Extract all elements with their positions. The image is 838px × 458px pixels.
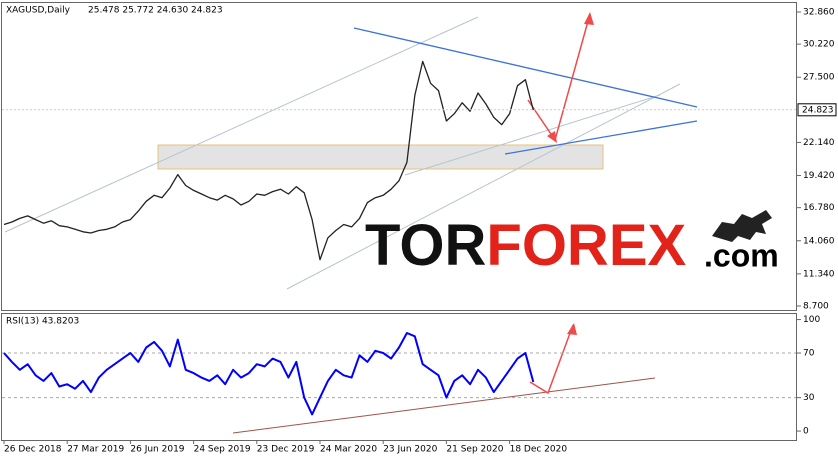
rsi-title: RSI(13) 43.8203 [6, 317, 79, 327]
x-tick-label: 21 Sep 2020 [446, 445, 503, 455]
price-frame [1, 2, 797, 311]
y-tick-label: 8.700 [803, 301, 829, 311]
rsi-frame [1, 313, 797, 441]
y-tick-label: 16.780 [803, 203, 835, 213]
x-tick-label: 26 Dec 2018 [4, 445, 62, 455]
channel-line [286, 83, 681, 290]
y-tick-label: 27.500 [803, 73, 835, 83]
last-price-tag [797, 103, 837, 117]
rsi-forecast-arrow [529, 324, 574, 395]
x-tick-label: 27 Mar 2019 [67, 445, 124, 455]
arrow-head [567, 323, 577, 335]
x-tick-label: 24 Mar 2020 [320, 445, 377, 455]
rsi-trend-line [232, 377, 656, 434]
last-price-label: 24.823 [802, 105, 834, 115]
y-tick-label: 19.420 [803, 171, 835, 181]
y-tick-label: 22.140 [803, 138, 835, 148]
symbol: XAGUSD,Daily [6, 6, 71, 16]
arrow-head [547, 131, 557, 143]
y-tick-label: 30.220 [803, 40, 835, 50]
y-tick-label: 0 [803, 427, 809, 437]
trend-line [353, 27, 698, 108]
y-tick-label: 100 [803, 315, 820, 325]
y-tick-label: 70 [803, 349, 815, 359]
x-tick-label: 26 Jun 2019 [130, 445, 184, 455]
y-tick-label: 32.860 [803, 8, 835, 18]
channel-line [4, 16, 479, 233]
series-line [3, 60, 534, 261]
x-tick-label: 24 Sep 2019 [194, 445, 251, 455]
trend-line [504, 120, 698, 155]
watermark-suffix: .com [704, 237, 779, 273]
arrow-head [584, 12, 594, 25]
drawings [4, 12, 698, 434]
y-tick-label: 11.340 [803, 269, 835, 279]
ohlc: 25.478 25.772 24.630 24.823 [88, 6, 223, 16]
watermark-part: TOR [365, 213, 486, 278]
x-tick-label: 23 Dec 2019 [257, 445, 315, 455]
channel-line [404, 94, 661, 176]
x-tick-label: 18 Dec 2020 [510, 445, 568, 455]
series-line [3, 332, 535, 416]
bull-icon [712, 210, 772, 242]
x-tick-label: 23 Jun 2020 [383, 445, 437, 455]
watermark: TORFOREX [365, 213, 687, 278]
watermark-part: FOREX [486, 213, 686, 278]
y-tick-label: 14.060 [803, 236, 835, 246]
support-zone [157, 144, 604, 170]
y-tick-label: 30 [803, 393, 815, 403]
